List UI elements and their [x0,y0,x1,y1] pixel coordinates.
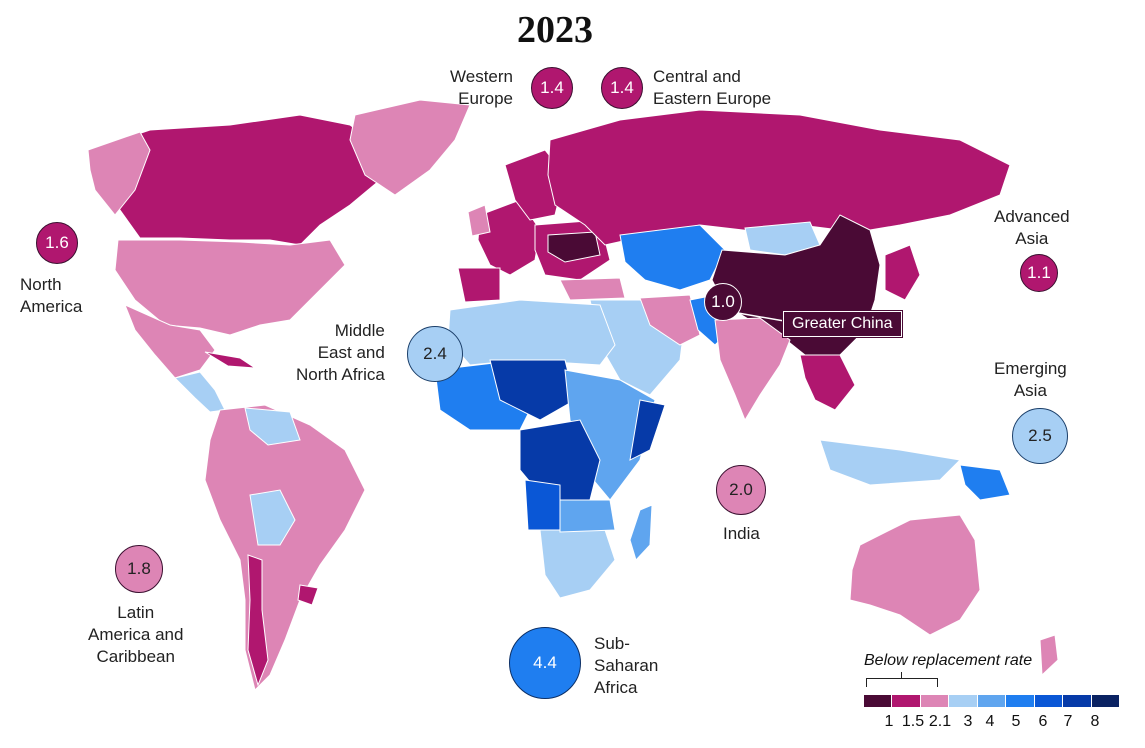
region-bubble-advanced-asia[interactable]: 1.1 [1020,254,1058,292]
legend-tick: 4 [985,713,995,730]
uruguay-shape[interactable] [297,584,319,606]
sahel-shape[interactable] [489,359,576,421]
region-label-emerging-asia: Emerging Asia [994,359,1067,400]
ukraine-shape[interactable] [547,231,601,263]
somalia-shape[interactable] [629,399,666,461]
legend-swatch-7 [1063,695,1091,707]
region-label-western-europe: Western Europe [450,67,513,108]
region-label-middle-east-north-africa: Middle East and North Africa [296,321,385,384]
mexico-shape[interactable] [124,304,216,379]
legend-swatch-1 [864,695,892,707]
region-label-central-eastern-europe: Central and Eastern Europe [653,67,772,108]
angola-shape[interactable] [524,479,561,531]
region-label-sub-saharan-africa: Sub- Saharan Africa [594,634,659,697]
korea-japan-shape[interactable] [884,244,921,301]
legend-tick: 3 [963,713,973,730]
madagascar-shape[interactable] [629,504,653,561]
central-america-shape[interactable] [174,371,226,413]
cuba-shape[interactable] [204,351,257,369]
papua-shape[interactable] [959,464,1011,501]
uk-shape[interactable] [467,204,491,237]
bolivia-shape[interactable] [249,489,296,546]
india-shape[interactable] [714,317,791,422]
legend-tick: 1.5 [901,713,925,730]
canada-shape[interactable] [89,114,386,246]
legend-tick: 8 [1090,713,1100,730]
southeast-asia-shape[interactable] [799,354,856,411]
north-africa-shape[interactable] [447,299,616,366]
region-bubble-middle-east-north-africa[interactable]: 2.4 [407,326,463,382]
china-callout-line [737,312,791,323]
legend-swatch-5 [1006,695,1034,707]
central-asia-shape[interactable] [619,224,726,291]
legend-swatch-6 [1034,695,1063,707]
legend-bracket-stem [901,672,902,678]
region-label-india: India [723,524,760,543]
legend-bracket [866,678,938,687]
legend-tick: 5 [1011,713,1021,730]
alaska-shape[interactable] [87,131,151,216]
southern-africa-shape[interactable] [539,529,616,599]
greenland-shape[interactable] [349,99,471,196]
legend-swatch-2-1 [920,695,949,707]
new-zealand-shape[interactable] [1039,634,1059,677]
region-bubble-north-america[interactable]: 1.6 [36,222,78,264]
legend-tick: 6 [1038,713,1048,730]
legend-color-scale [864,695,1120,707]
usa-shape[interactable] [114,239,346,336]
iberia-shape[interactable] [457,267,501,303]
south-america-shape[interactable] [204,404,366,691]
legend-swatch-4 [977,695,1006,707]
legend-tick: 2.1 [928,713,952,730]
map-title: 2023 [517,9,593,51]
iran-shape[interactable] [639,294,701,346]
zambia-shape[interactable] [559,499,616,533]
australia-shape[interactable] [849,514,981,636]
region-bubble-emerging-asia[interactable]: 2.5 [1012,408,1068,464]
region-bubble-central-eastern-europe[interactable]: 1.4 [601,67,643,109]
legend-swatch-8 [1091,695,1119,707]
legend-tick: 1 [884,713,894,730]
venezuela-shape[interactable] [244,407,301,446]
region-label-advanced-asia: Advanced Asia [994,207,1070,248]
region-bubble-western-europe[interactable]: 1.4 [531,67,573,109]
indonesia-shape[interactable] [819,439,962,486]
region-bubble-greater-china[interactable]: 1.0 [704,283,742,321]
legend-title: Below replacement rate [864,652,1033,669]
region-bubble-sub-saharan-africa[interactable]: 4.4 [509,627,581,699]
region-label-north-america: North America [20,275,83,316]
region-label-greater-china: Greater China [782,310,903,338]
legend-swatch-3 [949,695,977,707]
region-bubble-latin-america-caribbean[interactable]: 1.8 [115,545,163,593]
chile-shape[interactable] [247,554,269,687]
legend-swatch-1-5 [892,695,920,707]
legend-tick: 7 [1063,713,1073,730]
region-label-latin-america-caribbean: Latin America and Caribbean [88,603,184,666]
region-bubble-india[interactable]: 2.0 [716,465,766,515]
turkey-shape[interactable] [559,277,626,301]
